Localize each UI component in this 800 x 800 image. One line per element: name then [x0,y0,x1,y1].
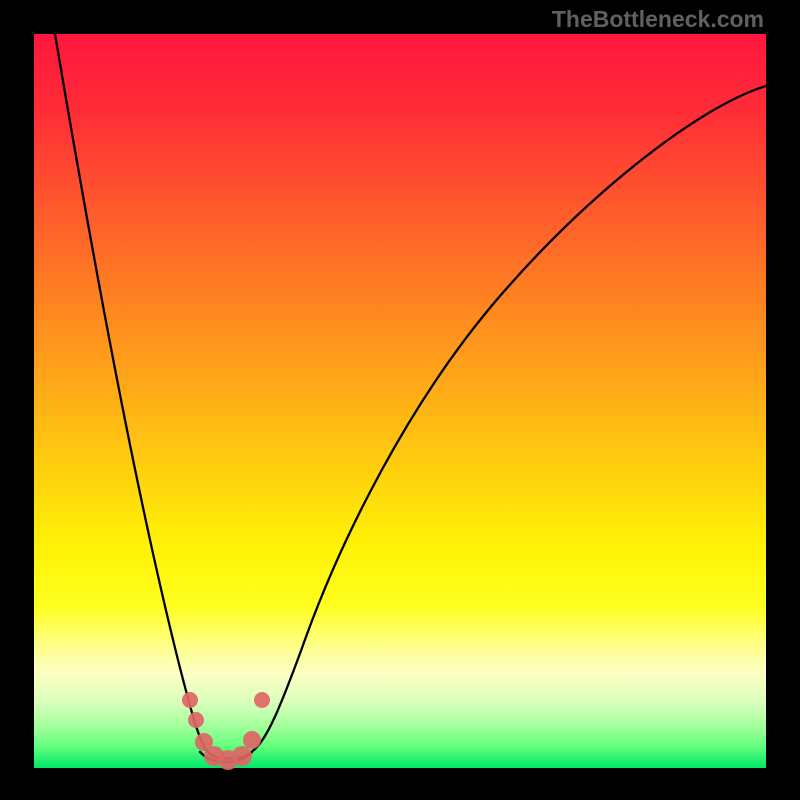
data-marker [195,733,213,751]
chart-stage: TheBottleneck.com [0,0,800,800]
right-curve [228,86,766,759]
chart-background [34,34,766,768]
trough-floor [200,752,252,762]
data-marker [204,746,224,766]
data-marker [232,746,252,766]
data-marker [254,692,270,708]
watermark-text: TheBottleneck.com [552,6,764,33]
left-curve [55,34,228,759]
data-marker [182,692,198,708]
chart-svg [0,0,800,800]
data-marker [218,750,238,770]
data-marker [188,712,204,728]
data-marker [243,731,261,749]
marker-group [182,692,270,770]
